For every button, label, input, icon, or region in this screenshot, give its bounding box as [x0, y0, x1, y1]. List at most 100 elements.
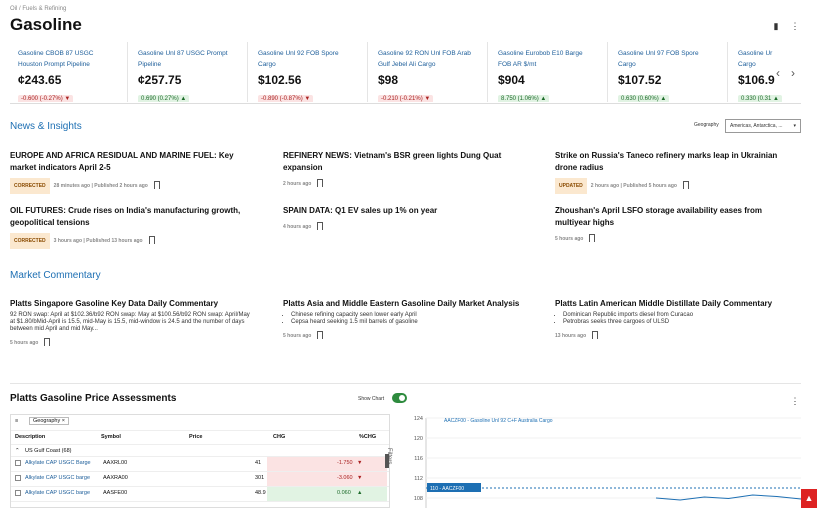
commentary-meta: 5 hours ago [283, 333, 312, 339]
group-chip[interactable]: Geography × [29, 417, 69, 425]
geography-select[interactable]: Americas, Antarctica, ... ▾ [725, 119, 801, 133]
price-card[interactable]: Gasoline Unl 87 USGC Prompt Pipeline ¢257.… [130, 42, 248, 102]
bookmark-icon[interactable] [317, 222, 324, 230]
news-title[interactable]: OIL FUTURES: Crude rises on India's manu… [10, 206, 241, 227]
price-card[interactable]: Gasoline CBOB 87 USGC Houston Prompt Pipe… [10, 42, 128, 102]
breadcrumb[interactable]: Oil / Fuels & Refining [10, 6, 67, 12]
grid-scrollbar[interactable] [385, 454, 389, 468]
price-card-value: $102.56 [258, 73, 302, 87]
arrow-up-icon: ▲ [357, 490, 363, 496]
collapse-icon[interactable]: ⌃ [15, 448, 20, 454]
news-title[interactable]: EUROPE AND AFRICA RESIDUAL AND MARINE FU… [10, 151, 234, 172]
price-change-value: -0.210 (-0.21%) [381, 96, 423, 102]
price-change-value: 8.750 (1.06%) [501, 96, 539, 102]
chevron-left-icon[interactable]: ‹ [776, 66, 780, 80]
news-section-title: News & Insights [10, 121, 82, 132]
arrow-up-icon: ▲ [538, 96, 547, 102]
news-item[interactable]: Strike on Russia's Taneco refinery marks… [555, 150, 795, 194]
price-change-value: -0.600 (-0.27%) [21, 96, 63, 102]
price-card-name-line2: Gulf Jebel Ali Cargo [378, 61, 436, 68]
news-meta-row: 5 hours ago [555, 233, 795, 245]
price-card[interactable]: Gasoline Ur Cargo $106.9 0.330 (0.31 ▲ [730, 42, 817, 102]
commentary-item[interactable]: Platts Latin American Middle Distillate … [555, 298, 795, 342]
price-card[interactable]: Gasoline 92 RON Unl FOB Arab Gulf Jebel A… [370, 42, 488, 102]
page-title: Gasoline [10, 15, 82, 34]
news-item[interactable]: EUROPE AND AFRICA RESIDUAL AND MARINE FU… [10, 150, 250, 194]
column-header-pct-chg[interactable]: %CHG [359, 434, 377, 440]
news-title[interactable]: Zhoushan's April LSFO storage availabili… [555, 206, 762, 227]
bookmark-icon[interactable] [592, 331, 599, 339]
row-description[interactable]: Alkylate CAP USGC barge [25, 490, 91, 496]
price-card[interactable]: Gasoline Eurobob E10 Barge FOB AR $/mt $90… [490, 42, 608, 102]
table-row[interactable]: Alkylate CAP USGC barge AAXRA00 301 -3.060 ▼ [11, 472, 389, 487]
news-item[interactable]: REFINERY NEWS: Vietnam's BSR green light… [283, 150, 523, 190]
price-card-name-line1: Gasoline 92 RON Unl FOB Arab [378, 50, 471, 57]
commentary-bullets: Dominican Republic imports diesel from C… [555, 312, 795, 326]
news-meta: 2 hours ago [283, 181, 312, 187]
news-status-badge: UPDATED [555, 178, 587, 194]
bookmark-icon[interactable] [153, 181, 160, 189]
price-card-name: Gasoline 92 RON Unl FOB Arab Gulf Jebel A… [378, 48, 487, 70]
commentary-title[interactable]: Platts Latin American Middle Distillate … [555, 299, 773, 308]
row-description[interactable]: Alkylate CAP USGC barge [25, 475, 91, 481]
bookmark-icon[interactable] [589, 234, 596, 242]
row-checkbox[interactable] [15, 475, 21, 481]
news-item[interactable]: OIL FUTURES: Crude rises on India's manu… [10, 205, 250, 249]
price-card-name-line2: Cargo [738, 61, 756, 68]
filters-side-tab[interactable]: Filters [386, 448, 392, 465]
cursor-label-bg [427, 483, 481, 492]
commentary-title[interactable]: Platts Singapore Gasoline Key Data Daily… [10, 299, 219, 308]
news-meta-row: 2 hours ago [283, 178, 523, 190]
price-card-value: ¢243.65 [18, 73, 62, 87]
bookmark-icon[interactable] [317, 179, 324, 187]
news-title[interactable]: Strike on Russia's Taneco refinery marks… [555, 151, 778, 172]
price-card-name-line1: Gasoline CBOB 87 USGC [18, 50, 94, 57]
price-card-name: Gasoline Eurobob E10 Barge FOB AR $/mt [498, 48, 607, 70]
series-line-aaczf00 [655, 494, 801, 501]
bookmark-icon[interactable]: ▮ [773, 21, 779, 31]
commentary-meta: 5 hours ago [10, 340, 39, 346]
panel-more-icon[interactable]: ⋮ [790, 396, 800, 406]
bookmark-icon[interactable] [682, 181, 689, 189]
commentary-meta: 13 hours ago [555, 333, 587, 339]
row-change: -3.060 [337, 475, 353, 481]
column-header-symbol[interactable]: Symbol [101, 434, 121, 440]
row-checkbox[interactable] [15, 460, 21, 466]
price-card[interactable]: Gasoline Unl 97 FOB Spore Cargo $107.52 0.6… [610, 42, 728, 102]
row-price: 48.9 [255, 490, 266, 496]
cursor-label: 110 - AACZF00 [430, 486, 464, 492]
commentary-meta-row: 5 hours ago [10, 337, 250, 349]
grid-menu-icon[interactable]: ≡ [15, 418, 19, 424]
price-change-value: -0.890 (-0.87%) [261, 96, 303, 102]
more-options-icon[interactable]: ⋮ [790, 21, 800, 31]
feedback-button[interactable]: ▲ [801, 489, 817, 508]
bookmark-icon[interactable] [44, 338, 51, 346]
price-card-name-line1: Gasoline Unl 92 FOB Spore [258, 50, 339, 57]
row-checkbox[interactable] [15, 490, 21, 496]
commentary-item[interactable]: Platts Singapore Gasoline Key Data Daily… [10, 298, 250, 349]
table-row[interactable]: Alkylate CAP USGC barge AASFE00 48.9 0.060 ▲ [11, 487, 389, 502]
news-status-badge: CORRECTED [10, 233, 50, 249]
bookmark-icon[interactable] [317, 331, 324, 339]
price-ticker-strip: Gasoline CBOB 87 USGC Houston Prompt Pipe… [10, 42, 801, 104]
show-chart-toggle[interactable] [392, 393, 407, 403]
chevron-right-icon[interactable]: › [791, 66, 795, 80]
news-title[interactable]: SPAIN DATA: Q1 EV sales up 1% on year [283, 206, 438, 215]
news-item[interactable]: Zhoushan's April LSFO storage availabili… [555, 205, 795, 245]
group-row[interactable]: ⌃ US Gulf Coast (68) [11, 445, 389, 457]
table-row[interactable]: Alkylate CAP USGC Barge AAXRL00 41 -1.750 ▼ [11, 457, 389, 472]
bookmark-icon[interactable] [148, 236, 155, 244]
row-description[interactable]: Alkylate CAP USGC Barge [25, 460, 91, 466]
price-card-value: $904 [498, 73, 525, 87]
news-item[interactable]: SPAIN DATA: Q1 EV sales up 1% on year 4 h… [283, 205, 523, 233]
commentary-title[interactable]: Platts Asia and Middle Eastern Gasoline … [283, 299, 520, 308]
arrow-up-icon: ▲ [178, 96, 187, 102]
column-header-description[interactable]: Description [15, 434, 46, 440]
news-title[interactable]: REFINERY NEWS: Vietnam's BSR green light… [283, 151, 502, 172]
group-chip-label: Geography [33, 418, 61, 424]
price-card[interactable]: Gasoline Unl 92 FOB Spore Cargo $102.56 -0.… [250, 42, 368, 102]
column-header-chg[interactable]: CHG [273, 434, 286, 440]
column-header-price[interactable]: Price [189, 434, 203, 440]
commentary-item[interactable]: Platts Asia and Middle Eastern Gasoline … [283, 298, 523, 342]
commentary-section-title: Market Commentary [10, 270, 101, 281]
